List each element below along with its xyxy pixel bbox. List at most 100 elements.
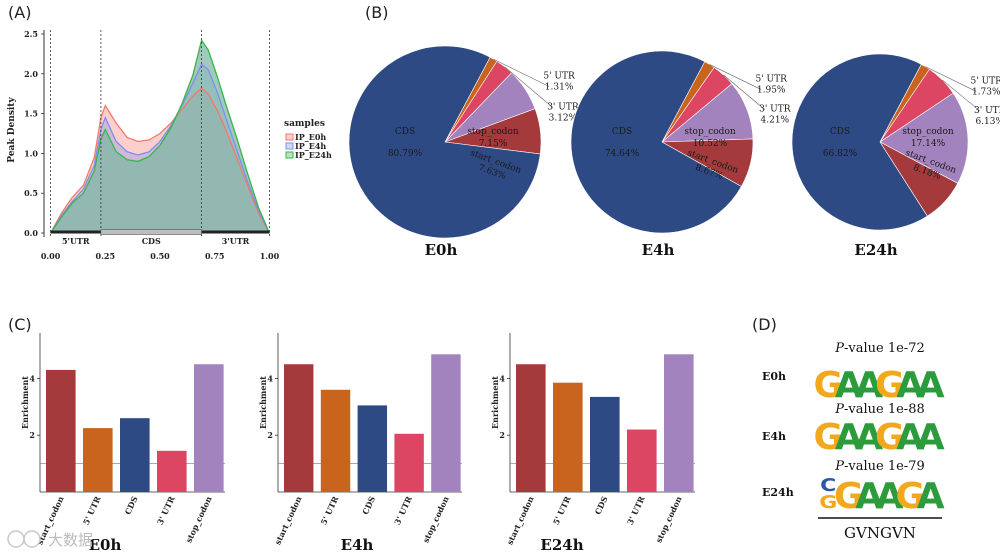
- pie-label-5utr: 5' UTR: [543, 71, 575, 81]
- bar-category-label-1: 5' UTR: [551, 494, 573, 526]
- density-y-ticks: 0.0 0.5 1.0 1.5 2.0 2.5: [24, 29, 44, 238]
- pie-value-5utr: 1.95%: [757, 86, 786, 96]
- pie-label-cds: CDS: [830, 127, 850, 137]
- pie-value-5utr: 1.73%: [972, 87, 1000, 97]
- pie-label-3utr: 3' UTR: [547, 103, 579, 113]
- pie-title: E24h: [854, 241, 897, 259]
- legend-swatch-2: [285, 151, 294, 159]
- region-bar-0: [50, 230, 101, 234]
- motif-letter-0: G: [819, 492, 837, 512]
- pie-value-cds: 80.79%: [388, 149, 423, 159]
- pie-leader-5utr: [493, 58, 550, 87]
- pie-label-5utr: 5' UTR: [755, 75, 787, 85]
- bar-chart-title: E24h: [540, 536, 583, 554]
- density-area-2: [50, 40, 270, 233]
- y-tick-label-3: 1.5: [24, 109, 38, 119]
- motif-pvalue-prefix: P: [834, 402, 844, 417]
- motif-pvalue: P-value 1e-88: [834, 402, 925, 417]
- motif-sample-label: E0h: [762, 370, 786, 383]
- pie-value-cds: 66.82%: [823, 149, 858, 159]
- watermark-logo-icon-2: [23, 530, 41, 548]
- watermark: 大数据: [7, 530, 93, 549]
- bar-1: [83, 428, 113, 492]
- bar-category-label-2: CDS: [360, 494, 377, 516]
- pie-value-3utr: 4.21%: [761, 116, 790, 126]
- panel-label-c: (C): [8, 315, 32, 334]
- motif-pvalue-rest: -value 1e-79: [844, 459, 925, 474]
- bar-3: [394, 433, 424, 492]
- pie-value-stop: 17.14%: [911, 139, 946, 149]
- pie-label-stop: stop_codon: [684, 127, 736, 137]
- motif-letter-5: A: [917, 365, 945, 406]
- region-label-1: CDS: [142, 236, 161, 246]
- motif-letter-0: G: [813, 365, 843, 406]
- motif-letter-4: A: [896, 365, 924, 406]
- pie-leader-5utr: [709, 64, 762, 90]
- bar-category-label-1: 5' UTR: [81, 494, 103, 526]
- x-tick-label-2: 0.50: [150, 251, 170, 261]
- region-label-0: 5'UTR: [62, 236, 90, 246]
- density-line-2: [50, 38, 270, 234]
- pie-label-5utr: 5' UTR: [971, 76, 1000, 86]
- pie-value-cds: 74.64%: [605, 149, 640, 159]
- motif-letter-1: G: [834, 476, 864, 517]
- pie-value-3utr: 6.13%: [975, 117, 1000, 127]
- pie-slice-stopcodon: [879, 92, 969, 184]
- legend-label-0: IP_E0h: [295, 132, 326, 142]
- motif-letter-1: A: [835, 365, 863, 406]
- pie-slice-cds: [348, 45, 541, 239]
- bar-chart-title: E0h: [89, 536, 122, 554]
- motif-letter-2: A: [855, 417, 883, 458]
- bar-3: [627, 429, 657, 492]
- bar-category-label-0: start_codon: [272, 494, 303, 546]
- pie-value-5utr: 1.31%: [545, 82, 574, 92]
- bar-y-axis-label: Enrichment: [20, 376, 30, 429]
- motif-letter-2: A: [855, 365, 883, 406]
- motif-pvalue-prefix: P: [834, 341, 844, 356]
- bar-y-tick-label-0: 2: [499, 430, 505, 440]
- motif-pvalue-rest: -value 1e-88: [844, 402, 925, 417]
- motif-letter-3: G: [875, 417, 905, 458]
- density-line-1: [50, 63, 270, 234]
- bar-2: [590, 396, 620, 492]
- region-pies: CDS80.79%stop_codon7.15%start_codon7.63%…: [348, 45, 1000, 259]
- x-tick-label-1: 0.25: [96, 251, 115, 261]
- bar-y-tick-label-0: 2: [29, 430, 35, 440]
- density-y-axis-label: Peak Density: [7, 97, 17, 163]
- bar-y-axis-label: Enrichment: [258, 376, 268, 429]
- motif-sample-label: E4h: [762, 430, 786, 443]
- panel-label-a: (A): [8, 3, 31, 22]
- bar-category-label-4: stop_codon: [653, 494, 683, 544]
- pie-slice-cds: [791, 53, 928, 231]
- bar-category-label-3: 3' UTR: [155, 494, 177, 526]
- transcript-regions: 5'UTR CDS 3'UTR: [50, 229, 270, 246]
- pie-label-cds: CDS: [395, 127, 415, 137]
- bar-3: [157, 450, 187, 492]
- peak-density-chart: 0.0 0.5 1.0 1.5 2.0 2.5 5'UTR CDS 3'UTR 0.00 0.2…: [7, 29, 332, 261]
- bar-category-label-4: stop_codon: [420, 494, 450, 544]
- y-tick-label-1: 0.5: [24, 188, 38, 198]
- bar-category-label-3: 3' UTR: [392, 494, 414, 526]
- pie-value-stop: 7.15%: [479, 139, 508, 149]
- pie-leader-3utr: [942, 79, 980, 112]
- pie-label-stop: stop_codon: [902, 127, 954, 137]
- density-lines: [50, 38, 270, 234]
- pie-leader-3utr: [504, 66, 554, 108]
- bar-0: [46, 369, 76, 492]
- pie-slice-cds: [570, 50, 742, 234]
- region-bar-1: [100, 229, 202, 235]
- bar-1: [553, 382, 583, 492]
- motif-letter-3: A: [876, 476, 904, 517]
- density-line-0: [50, 87, 270, 234]
- bar-category-label-2: CDS: [122, 494, 139, 516]
- watermark-text: 大数据: [48, 531, 93, 549]
- bar-category-label-2: CDS: [592, 494, 609, 516]
- pie-value-stop: 10.52%: [693, 139, 728, 149]
- motif-letter-3: G: [875, 365, 905, 406]
- bar-category-label-1: 5' UTR: [318, 494, 340, 526]
- motif-sample-label: E24h: [762, 486, 794, 499]
